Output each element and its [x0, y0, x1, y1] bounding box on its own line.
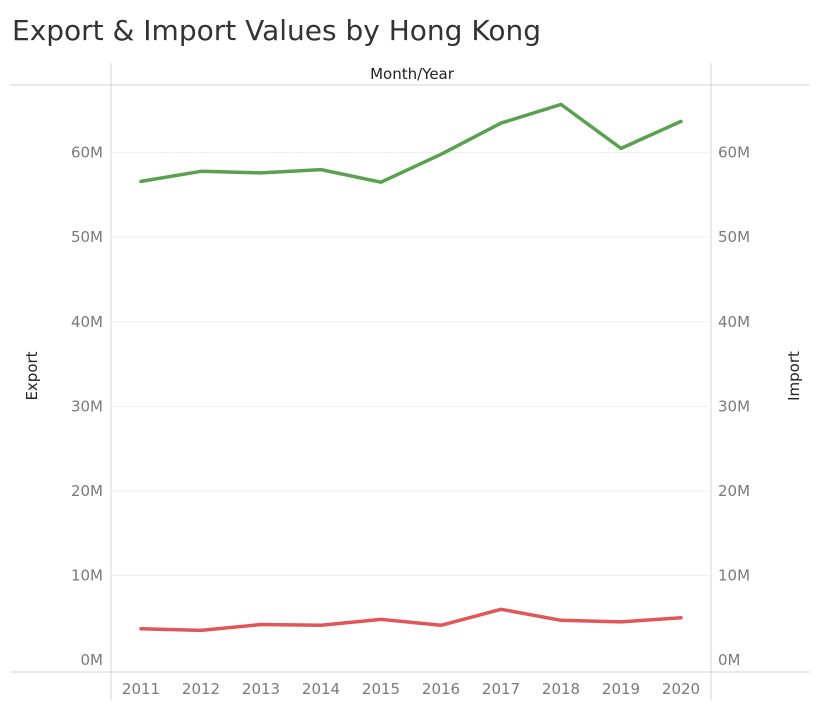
- y-tick-label-left: 60M: [71, 144, 103, 162]
- series-lines: [139, 102, 683, 633]
- y-tick-label-right: 20M: [718, 482, 750, 500]
- y-axis-right-ticks: 0M 10M 20M 30M 40M 50M 60M: [718, 144, 750, 669]
- y-tick-label-right: 40M: [718, 313, 750, 331]
- x-tick-label: 2013: [242, 680, 280, 698]
- y-tick-label-left: 10M: [71, 566, 103, 584]
- chart-title: Export & Import Values by Hong Kong: [12, 14, 541, 47]
- y-tick-label-left: 0M: [81, 651, 104, 669]
- x-tick-label: 2015: [362, 680, 400, 698]
- y-axis-left-ticks: 0M 10M 20M 30M 40M 50M 60M: [71, 144, 103, 669]
- x-tick-label: 2016: [422, 680, 460, 698]
- x-axis-title: Month/Year: [370, 65, 455, 83]
- x-tick-label: 2012: [182, 680, 220, 698]
- x-tick-label: 2011: [122, 680, 160, 698]
- y-tick-label-left: 50M: [71, 228, 103, 246]
- x-tick-label: 2020: [662, 680, 700, 698]
- y-tick-label-right: 30M: [718, 397, 750, 415]
- x-tick-label: 2018: [542, 680, 580, 698]
- y-axis-right-title: Import: [785, 351, 803, 401]
- y-tick-label-left: 40M: [71, 313, 103, 331]
- y-tick-label-right: 60M: [718, 144, 750, 162]
- x-axis-ticks: 2011 2012 2013 2014 2015 2016 2017 2018 2019 2020: [122, 680, 700, 698]
- y-tick-label-right: 0M: [718, 651, 741, 669]
- import-series-line: [139, 607, 683, 633]
- export-series-line: [139, 102, 683, 184]
- x-tick-label: 2014: [302, 680, 340, 698]
- y-axis-left-title: Export: [23, 351, 41, 400]
- y-tick-label-left: 20M: [71, 482, 103, 500]
- x-tick-label: 2019: [602, 680, 640, 698]
- y-tick-label-left: 30M: [71, 397, 103, 415]
- x-tick-label: 2017: [482, 680, 520, 698]
- gridlines: [111, 152, 711, 576]
- y-tick-label-right: 10M: [718, 566, 750, 584]
- y-tick-label-right: 50M: [718, 228, 750, 246]
- chart-frame: [10, 63, 810, 700]
